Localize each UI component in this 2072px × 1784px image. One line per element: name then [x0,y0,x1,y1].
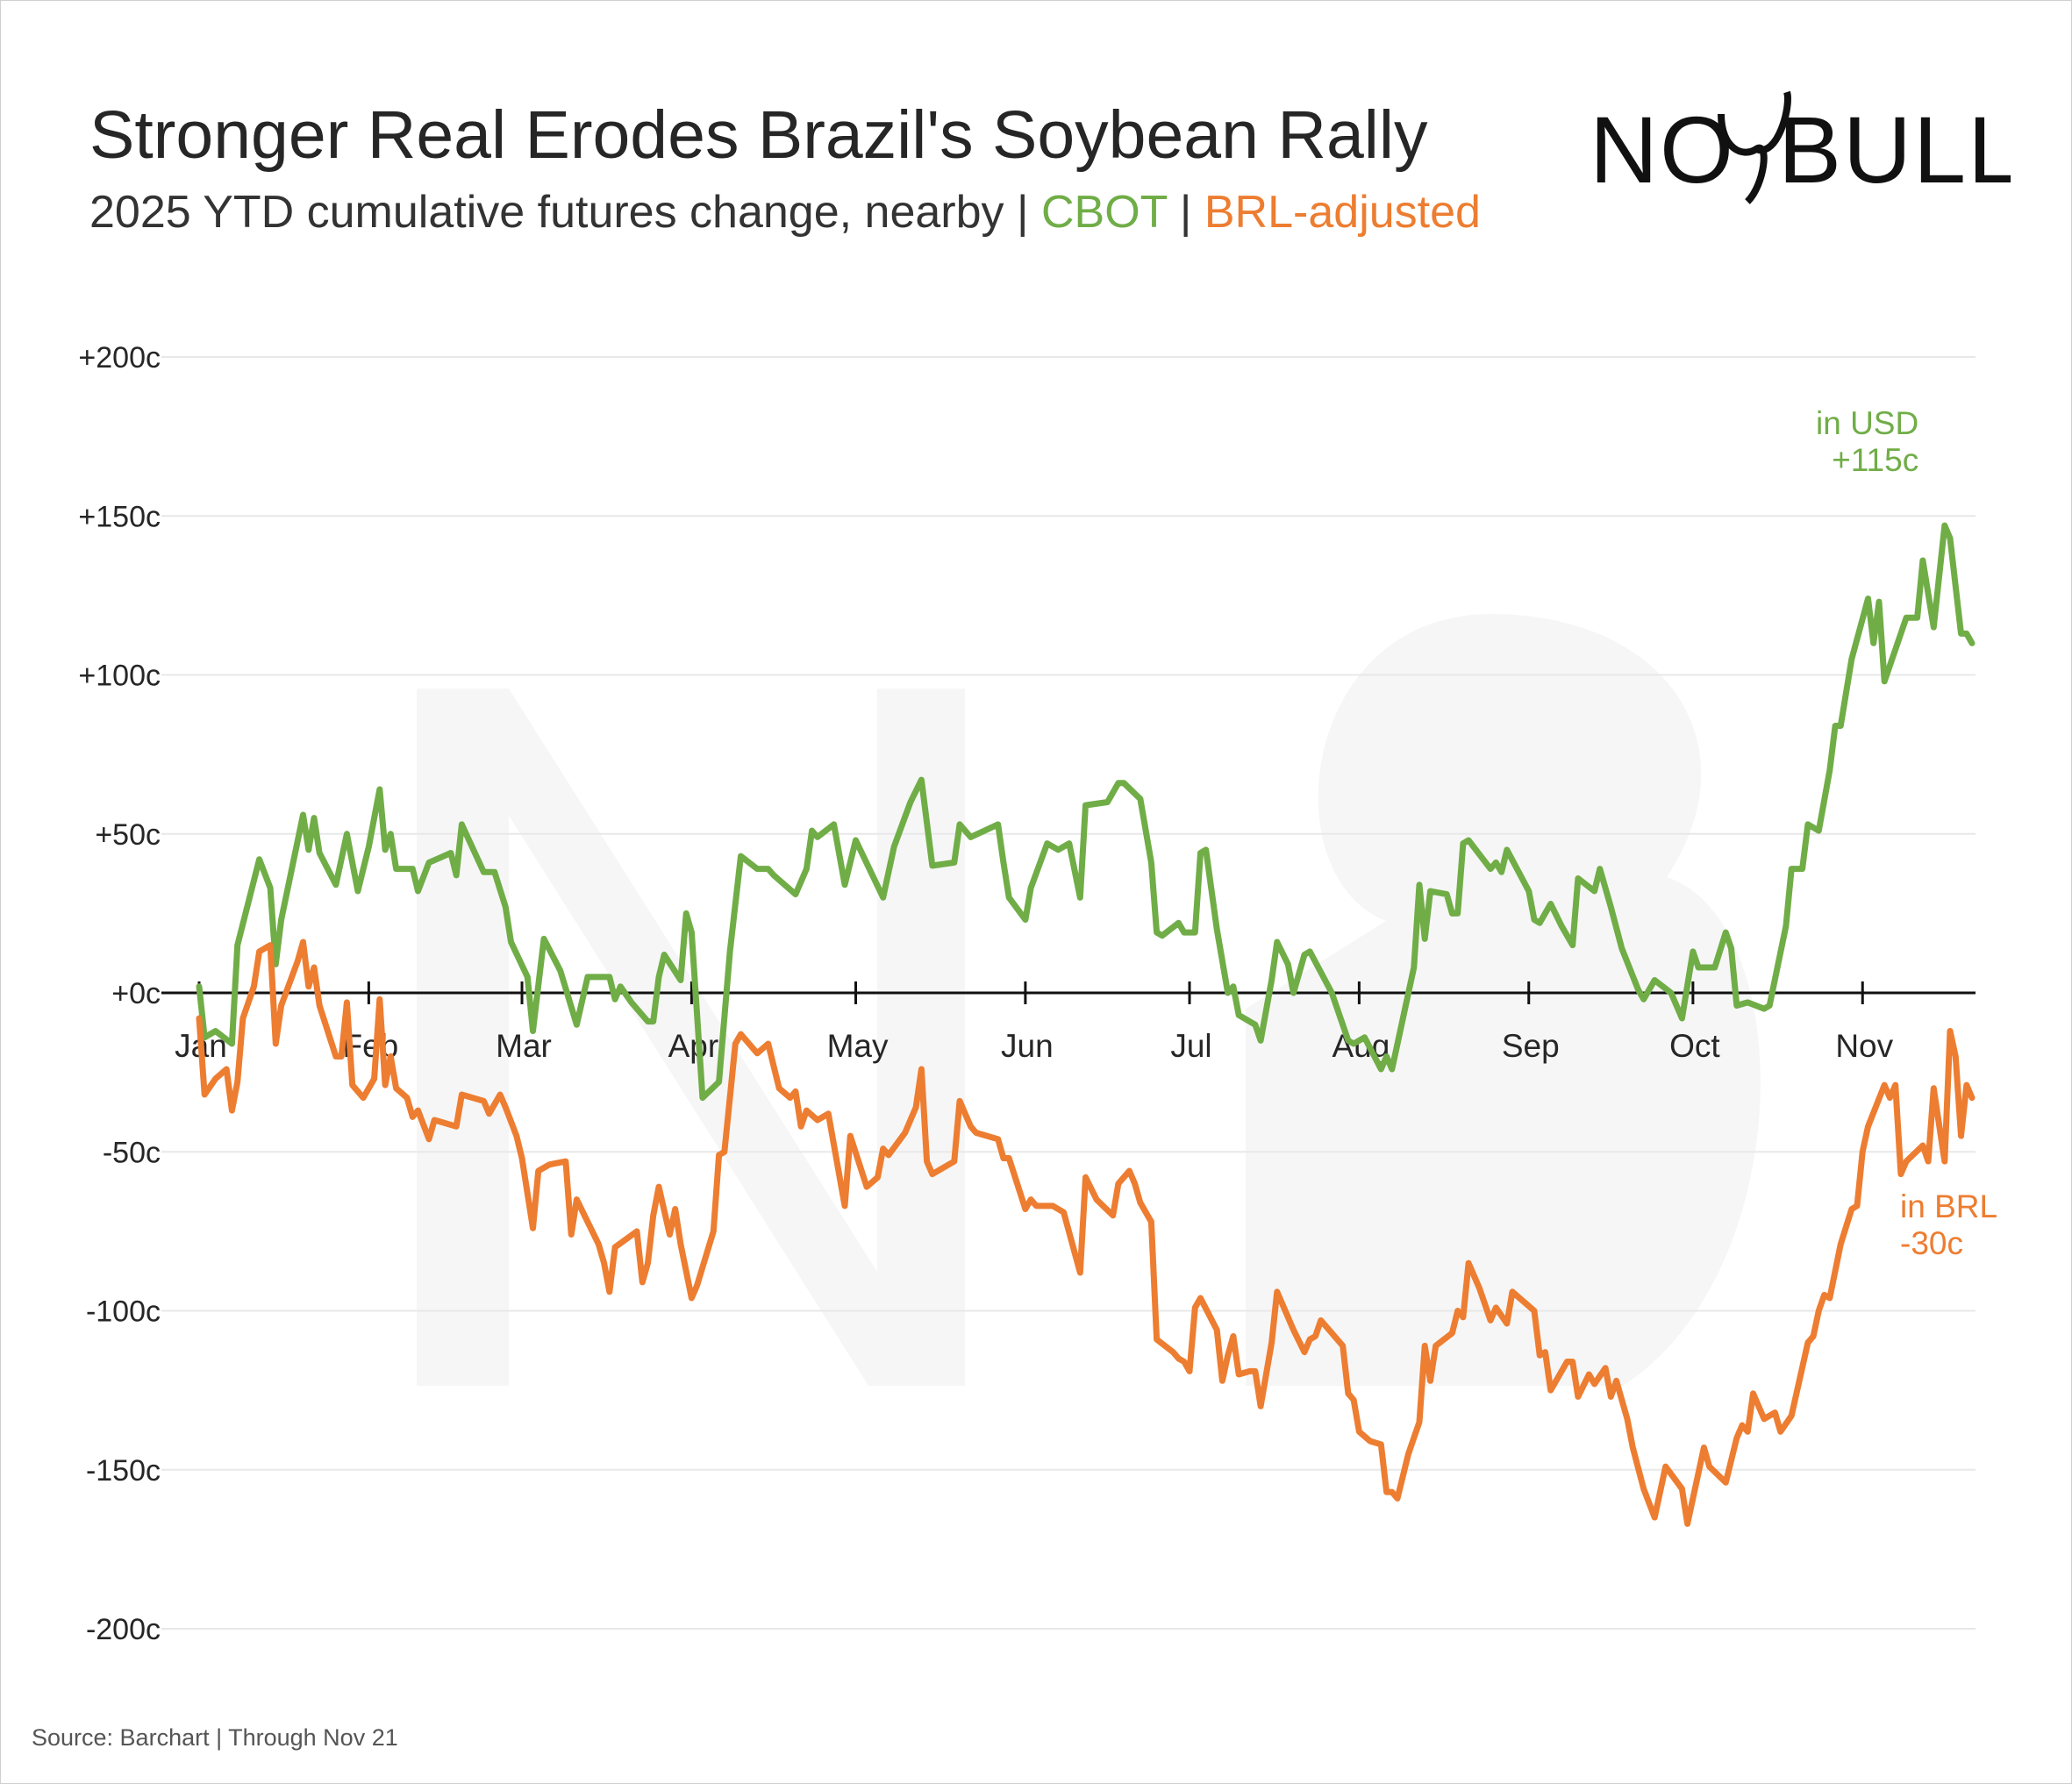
bull-horn-icon [1718,90,1791,204]
svg-text:NO: NO [1590,96,1735,203]
x-tick-label: Apr [668,1028,719,1064]
x-tick-label: Aug [1332,1028,1390,1064]
subtitle-separator: | [1167,187,1204,238]
y-tick-label: +100c [78,660,161,693]
watermark-logo [417,614,1761,1386]
y-tick-label: +50c [95,818,161,852]
subtitle-cbot: CBOT [1040,187,1168,238]
brl-annotation-label: in BRL [1900,1188,1998,1224]
svg-text:BULL: BULL [1778,96,2011,203]
y-tick-label: -50c [103,1136,161,1169]
x-tick-label: Oct [1669,1028,1720,1064]
x-tick-label: Mar [496,1028,552,1064]
chart-title: Stronger Real Erodes Brazil's Soybean Ra… [89,97,1428,173]
chart-subtitle: 2025 YTD cumulative futures change, near… [89,186,1481,239]
y-tick-label: -100c [86,1295,161,1329]
brl-annotation-value: -30c [1900,1225,1963,1261]
brl-adjusted-line [196,938,1976,1527]
brl-annotation: in BRL -30c [1900,1188,1997,1262]
usd-annotation: in USD +115c [1816,405,1918,479]
source-note: Source: Barchart | Through Nov 21 [32,1724,398,1751]
nobull-logo: NO BULL [1590,88,2020,232]
cbot-usd-line [196,522,1976,1102]
x-tick-label: May [827,1028,889,1064]
logo-mark: NO BULL [1590,90,2020,204]
y-tick-label: -200c [86,1613,161,1646]
subtitle-text: 2025 YTD cumulative futures change, near… [89,187,1041,238]
y-tick-label: +200c [78,341,161,375]
usd-annotation-value: +115c [1832,442,1919,478]
y-tick-label: +150c [78,500,161,533]
y-tick-label: -150c [86,1454,161,1488]
x-tick-label: Nov [1835,1028,1893,1064]
usd-annotation-label: in USD [1816,405,1919,441]
x-tick-label: Jul [1170,1028,1211,1064]
x-tick-label: Jun [1001,1028,1054,1064]
y-tick-label: +0c [111,977,161,1010]
subtitle-brl: BRL-adjusted [1204,187,1481,238]
x-tick-label: Sep [1502,1028,1560,1064]
